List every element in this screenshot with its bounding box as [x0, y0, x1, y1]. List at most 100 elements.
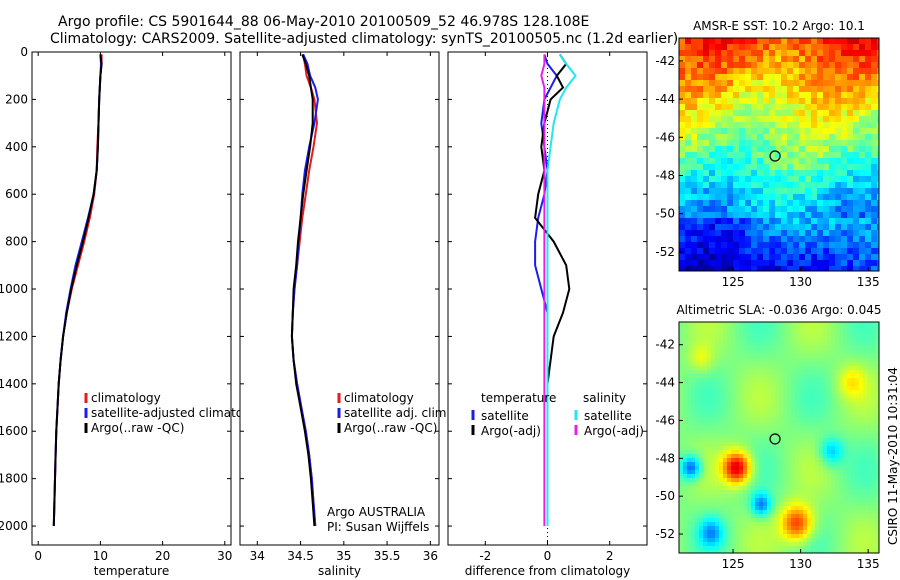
map-cell: [727, 92, 733, 98]
map-cell: [755, 382, 759, 386]
map-cell: [855, 502, 859, 506]
map-cell: [787, 322, 791, 326]
map-cell: [767, 466, 771, 470]
map-cell: [721, 44, 727, 50]
map-cell: [803, 438, 807, 442]
map-cell: [699, 462, 703, 466]
map-cell: [691, 366, 695, 370]
map-cell: [839, 330, 843, 334]
map-cell: [799, 158, 805, 164]
map-cell: [841, 206, 847, 212]
map-cell: [799, 116, 805, 122]
map-cell: [807, 474, 811, 478]
map-cell: [775, 56, 781, 62]
map-cell: [851, 450, 855, 454]
map-cell: [757, 128, 763, 134]
map-cell: [727, 534, 731, 538]
map-cell: [759, 378, 763, 382]
map-cell: [721, 104, 727, 110]
map-cell: [811, 170, 817, 176]
map-cell: [835, 418, 839, 422]
map-cell: [771, 546, 775, 550]
map-cell: [823, 242, 829, 248]
map-cell: [699, 530, 703, 534]
map-cell: [739, 248, 745, 254]
map-cell: [739, 506, 743, 510]
map-cell: [827, 386, 831, 390]
map-cell: [793, 218, 799, 224]
map-cell: [743, 334, 747, 338]
map-cell: [679, 470, 683, 474]
map-cell: [865, 146, 871, 152]
y-tick-label: 1400: [0, 377, 28, 391]
map-cell: [855, 522, 859, 526]
map-cell: [877, 62, 879, 68]
map-cell: [757, 104, 763, 110]
map-cell: [731, 390, 735, 394]
map-cell: [799, 248, 805, 254]
map-cell: [829, 206, 835, 212]
map-cell: [851, 414, 855, 418]
map-cell: [847, 86, 853, 92]
map-cell: [703, 98, 709, 104]
map-cell: [715, 518, 719, 522]
map-cell: [723, 518, 727, 522]
map-cell: [743, 526, 747, 530]
map-cell: [707, 426, 711, 430]
map-cell: [867, 446, 871, 450]
map-cell: [875, 426, 879, 430]
map-cell: [835, 134, 841, 140]
map-cell: [745, 242, 751, 248]
map-cell: [733, 266, 739, 271]
map-cell: [859, 128, 865, 134]
map-cell: [707, 514, 711, 518]
map-cell: [871, 218, 877, 224]
map-cell: [709, 176, 715, 182]
map-cell: [841, 146, 847, 152]
map-cell: [855, 434, 859, 438]
map-cell: [679, 334, 683, 338]
map-cell: [747, 422, 751, 426]
map-cell: [787, 486, 791, 490]
map-cell: [831, 454, 835, 458]
map-cell: [781, 188, 787, 194]
map-cell: [735, 394, 739, 398]
map-cell: [735, 350, 739, 354]
map-cell: [827, 526, 831, 530]
map-cell: [703, 194, 709, 200]
map-cell: [721, 50, 727, 56]
map-cell: [679, 354, 683, 358]
map-cell: [743, 442, 747, 446]
map-cell: [771, 542, 775, 546]
map-cell: [805, 236, 811, 242]
map-cell: [775, 486, 779, 490]
map-cell: [851, 354, 855, 358]
map-cell: [835, 542, 839, 546]
map-cell: [739, 236, 745, 242]
map-cell: [807, 422, 811, 426]
map-cell: [847, 506, 851, 510]
map-cell: [767, 326, 771, 330]
map-cell: [871, 322, 875, 326]
map-cell: [817, 116, 823, 122]
map-cell: [847, 362, 851, 366]
map-cell: [727, 62, 733, 68]
map-cell: [875, 330, 879, 334]
map-cell: [819, 430, 823, 434]
map-cell: [803, 322, 807, 326]
map-cell: [715, 236, 721, 242]
y-tick-label: -48: [655, 169, 675, 183]
map-cell: [751, 224, 757, 230]
map-cell: [775, 224, 781, 230]
map-cell: [799, 254, 805, 260]
map-cell: [727, 194, 733, 200]
map-cell: [745, 98, 751, 104]
map-cell: [679, 248, 685, 254]
map-cell: [827, 514, 831, 518]
map-cell: [743, 530, 747, 534]
map-cell: [787, 170, 793, 176]
map-cell: [795, 426, 799, 430]
map-cell: [841, 122, 847, 128]
map-cell: [755, 426, 759, 430]
map-cell: [739, 394, 743, 398]
